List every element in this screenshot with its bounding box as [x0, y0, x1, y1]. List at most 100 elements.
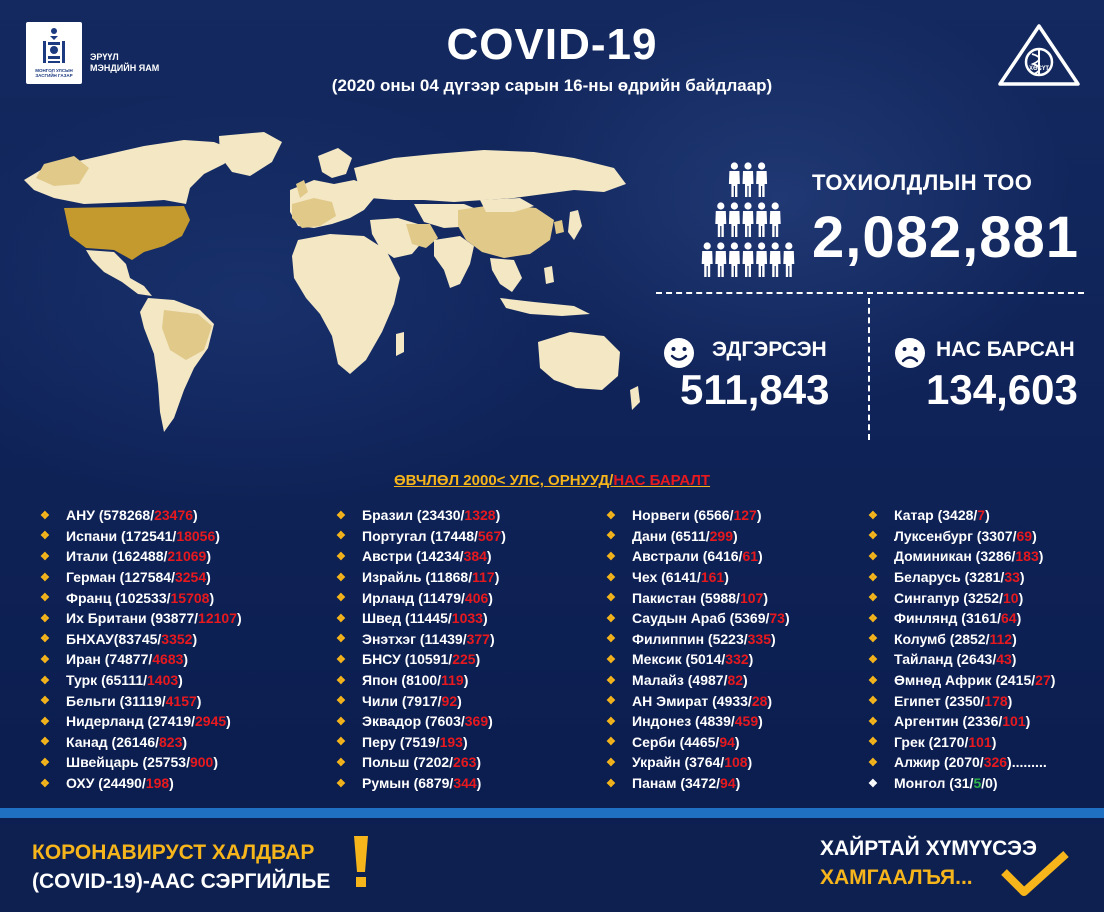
- map-australia: [538, 332, 620, 390]
- country-row: ❖ Перу (7519/193): [336, 732, 506, 753]
- country-cases: 7519/: [404, 733, 440, 750]
- map-russia: [354, 150, 626, 202]
- country-row: ❖ Швед (11445/1033): [336, 608, 506, 629]
- country-name: Ирланд (: [362, 589, 423, 606]
- country-row: ❖ Аргентин (2336/101): [868, 711, 1055, 732]
- bullet-icon: ❖: [606, 674, 616, 687]
- country-text: Их Британи (93877/12107): [66, 610, 242, 627]
- ellipsis-trail: .........: [1011, 754, 1047, 771]
- footer-right-line2: ХАМГААЛЪЯ...: [820, 866, 973, 889]
- country-name: Турк (: [66, 672, 106, 689]
- country-name: Итали (: [66, 548, 117, 565]
- country-text: Алжир (2070/326).........: [894, 754, 1047, 771]
- country-deaths: 101: [1002, 713, 1026, 730]
- country-row: ❖ АН Эмират (4933/28): [606, 690, 790, 711]
- country-name: Австрали (: [632, 548, 708, 565]
- country-deaths: 107: [739, 589, 764, 606]
- country-cases: 23430/: [421, 507, 465, 524]
- country-cases: 6566/: [698, 507, 734, 524]
- bullet-icon: ❖: [868, 695, 878, 708]
- person-figure: [783, 242, 795, 277]
- country-cases: 3307/: [981, 527, 1017, 544]
- map-india: [434, 236, 474, 288]
- country-cases: 5223/: [712, 630, 748, 647]
- country-deaths: 1328: [464, 507, 496, 524]
- country-cases: 3281/: [969, 569, 1005, 586]
- country-column-2: ❖ Бразил (23430/1328) ❖ Португал (17448/567…: [336, 505, 506, 793]
- country-text: Филиппин (5223/335): [632, 630, 776, 647]
- country-cases: 2415/: [1000, 672, 1036, 689]
- country-name: Португал (: [362, 527, 436, 544]
- bullet-icon: ❖: [336, 653, 346, 666]
- country-text: Луксенбург (3307/69): [894, 527, 1037, 544]
- country-cases: 4933/: [716, 692, 752, 709]
- bullet-icon: ❖: [868, 633, 878, 646]
- country-cases: 26146/: [116, 733, 160, 750]
- country-name: БНХАУ(: [66, 630, 119, 647]
- bullet-icon: ❖: [40, 509, 50, 522]
- bullet-icon: ❖: [336, 756, 346, 769]
- country-name: Эквадор (: [362, 713, 430, 730]
- map-alaska: [36, 156, 89, 186]
- country-cases: 14234/: [420, 548, 464, 565]
- map-new-zealand: [630, 386, 640, 410]
- person-figure: [769, 242, 781, 277]
- country-deaths: 3254: [174, 569, 207, 586]
- country-cases: 7202/: [418, 754, 454, 771]
- country-name: Австри (: [362, 548, 421, 565]
- country-row: ❖ Индонез (4839/459): [606, 711, 790, 732]
- country-row: ❖ Бельги (31119/4157): [40, 690, 242, 711]
- bullet-icon: ❖: [40, 736, 50, 749]
- person-figure: [742, 202, 754, 237]
- country-text: Ирланд (11479/406): [362, 589, 493, 606]
- country-deaths: 344: [453, 775, 477, 792]
- country-text: Доминикан (3286/183): [894, 548, 1044, 565]
- country-deaths: 263: [453, 754, 477, 771]
- country-row: ❖ Сингапур (3252/10): [868, 587, 1055, 608]
- country-text: Бельги (31119/4157): [66, 692, 202, 709]
- person-figure: [769, 202, 781, 237]
- country-name: ОХУ (: [66, 775, 103, 792]
- country-deaths: 4157: [165, 692, 197, 709]
- country-row: ❖ АНУ (578268/23476): [40, 505, 242, 526]
- country-row: ❖ Турк (65111/1403): [40, 670, 242, 691]
- divider-horizontal: [656, 292, 1084, 294]
- country-row: ❖ Румын (6879/344): [336, 773, 506, 794]
- country-deaths: 7: [977, 507, 986, 524]
- map-scandinavia: [318, 148, 352, 178]
- country-name: Швейцарь (: [66, 754, 148, 771]
- country-deaths: 73: [769, 610, 785, 627]
- bullet-icon: ❖: [40, 530, 50, 543]
- cases-value: 2,082,881: [812, 205, 1080, 270]
- country-name: Египет (: [894, 692, 950, 709]
- country-name: Канад (: [66, 733, 117, 750]
- country-row: ❖ Пакистан (5988/107): [606, 587, 790, 608]
- country-row: ❖ Беларусь (3281/33): [868, 567, 1055, 588]
- country-text: Панам (3472/94): [632, 775, 741, 792]
- country-cases: 2643/: [961, 651, 997, 668]
- country-deaths: 23476: [154, 507, 194, 524]
- country-name: Сингапур (: [894, 589, 968, 606]
- bullet-icon: ❖: [40, 550, 50, 563]
- country-cases: 3472/: [685, 775, 721, 792]
- country-deaths: 12107: [198, 610, 237, 627]
- country-name: Филиппин (: [632, 630, 713, 647]
- country-text: Бразил (23430/1328): [362, 507, 501, 524]
- country-name: Доминикан (: [894, 548, 981, 565]
- bullet-icon: ❖: [868, 653, 878, 666]
- country-name: Япон (: [362, 672, 407, 689]
- country-row: ❖ Герман (127584/3254): [40, 567, 242, 588]
- country-deaths: 43: [996, 651, 1012, 668]
- country-row: ❖ Ирланд (11479/406): [336, 587, 506, 608]
- country-row: ❖ Иран (74877/4683): [40, 649, 242, 670]
- mongolia-soyombo-icon: [43, 28, 65, 63]
- page-subtitle: (2020 оны 04 дүгээр сарын 16-ны өдрийн б…: [331, 76, 773, 95]
- bullet-icon: ❖: [40, 777, 50, 790]
- country-cases: 6879/: [418, 775, 454, 792]
- country-name: Румын (: [362, 775, 419, 792]
- bullet-icon: ❖: [336, 715, 346, 728]
- country-text: АНУ (578268/23476): [66, 507, 198, 524]
- country-column-3: ❖ Норвеги (6566/127) ❖ Дани (6511/299) ❖ Авст…: [606, 505, 790, 793]
- country-row: ❖ Чех (6141/161): [606, 567, 790, 588]
- country-text: Өмнөд Африк (2415/27): [894, 672, 1056, 689]
